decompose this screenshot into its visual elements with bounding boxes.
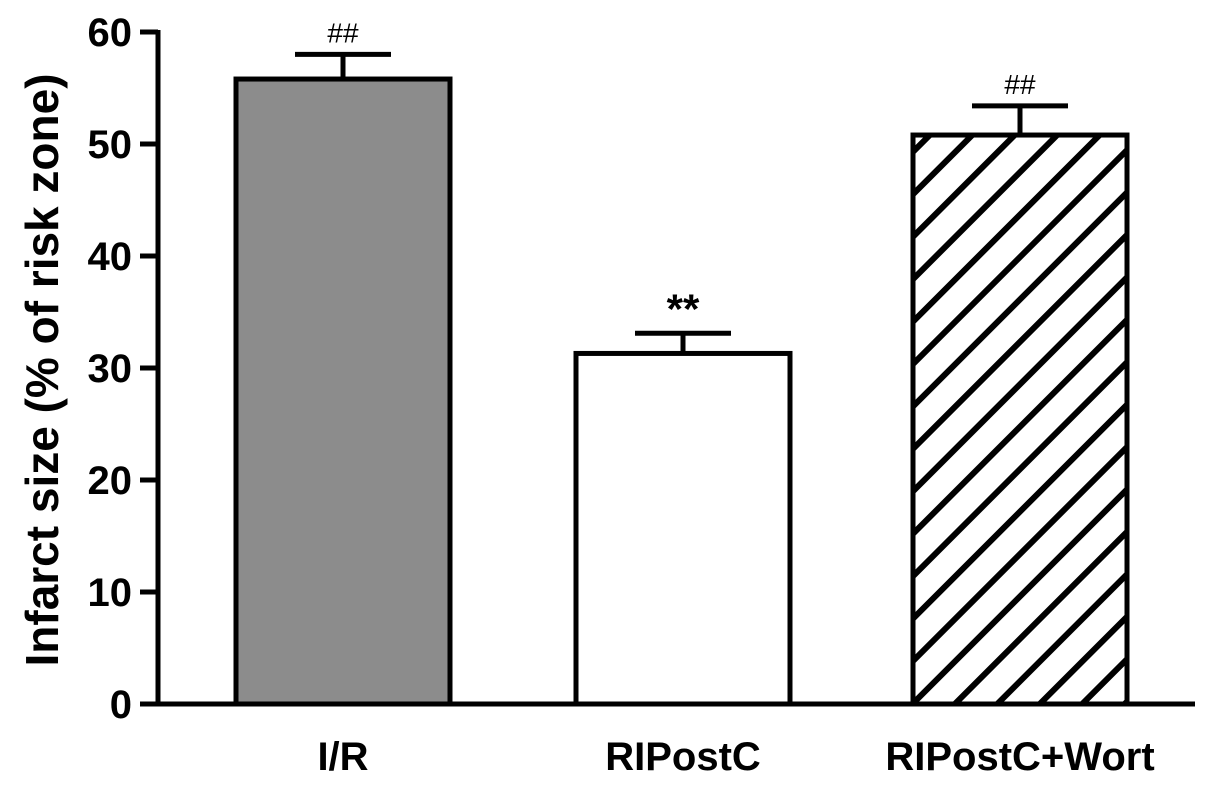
x-tick-label: RIPostC [605,735,761,779]
y-tick-label: 10 [88,571,133,615]
x-tick-label: RIPostC+Wort [885,735,1154,779]
significance-annotation: ## [327,17,359,48]
bars: ## ** ## [233,17,1130,707]
bar [573,350,793,707]
y-axis-ticks: 0 10 20 30 40 50 60 [88,11,158,727]
y-axis-title: Infarct size (% of risk zone) [16,73,68,666]
y-tick-label: 30 [88,347,133,391]
x-tick-label: I/R [317,735,368,779]
significance-annotation: ** [667,285,700,332]
y-tick-label: 50 [88,123,133,167]
bar [910,132,1130,707]
y-tick-label: 0 [110,683,132,727]
x-axis-labels: I/R RIPostC RIPostC+Wort [317,735,1154,779]
significance-annotation: ## [1004,69,1036,100]
y-tick-label: 40 [88,235,133,279]
axes [155,30,1195,707]
bar [233,76,453,707]
y-tick-label: 20 [88,459,133,503]
y-tick-label: 60 [88,11,133,55]
